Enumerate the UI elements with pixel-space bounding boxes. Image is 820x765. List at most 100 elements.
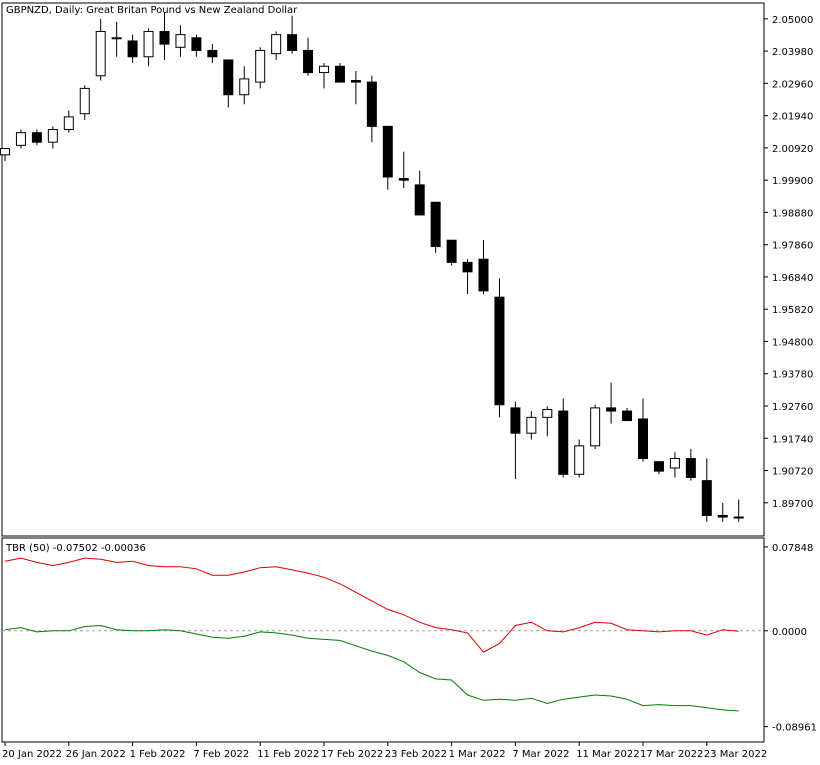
date-tick-label: 7 Feb 2022 <box>193 749 249 760</box>
candle <box>494 278 505 418</box>
price-tick-label: 1.93780 <box>772 370 813 381</box>
candle-body-bear <box>510 407 521 434</box>
candle <box>15 129 26 149</box>
price-tick-label: 2.01940 <box>772 112 813 123</box>
candle-body-bear <box>159 30 170 45</box>
candle <box>622 407 633 422</box>
candle-body-bear <box>414 184 425 216</box>
candle <box>669 452 680 478</box>
date-tick-label: 1 Mar 2022 <box>449 749 506 760</box>
candle <box>271 31 282 60</box>
candle-body-bear <box>494 296 505 406</box>
price-tick-label: 2.02960 <box>772 79 813 90</box>
date-tick-label: 11 Mar 2022 <box>576 749 639 760</box>
candle-body-bear <box>382 125 393 178</box>
candle <box>733 499 744 522</box>
candle <box>0 148 10 162</box>
candle-body-bull <box>542 408 553 418</box>
candle-body-bull <box>526 416 537 434</box>
price-tick-label: 1.94800 <box>772 337 813 348</box>
candle-body-bull <box>271 34 282 55</box>
indicator-title: TBR (50) -0.07502 -0.00036 <box>5 543 146 554</box>
candle-body-bear <box>701 480 712 516</box>
candle <box>542 406 553 437</box>
candle-body-bear <box>223 59 234 96</box>
candle-body-bull <box>590 407 601 447</box>
candle-body-bear <box>334 65 345 83</box>
candle-body-bull <box>319 65 329 74</box>
price-tick-label: 1.98880 <box>772 208 813 219</box>
date-tick-label: 11 Feb 2022 <box>257 749 319 760</box>
tbr-lower-line <box>4 624 739 712</box>
candle <box>590 404 601 450</box>
price-tick-label: 1.90720 <box>772 467 813 478</box>
candle-body-bull <box>79 87 90 115</box>
main-price-axis: 2.05000 2.03980 2.02960 2.01940 2.00920 1.999… <box>764 15 813 510</box>
candle-body-bull <box>95 30 106 77</box>
candle-body-bull <box>574 445 585 475</box>
candle <box>303 37 314 76</box>
candle <box>63 110 74 133</box>
candle-body-bull <box>175 34 186 48</box>
candle-body-bull <box>239 78 250 96</box>
candle-body-bull <box>111 37 122 40</box>
candle <box>526 411 537 440</box>
candle <box>31 129 42 146</box>
price-tick-label: 1.99900 <box>772 176 813 187</box>
candle-body-bear <box>398 178 409 181</box>
candle <box>79 85 90 121</box>
candle-body-bear <box>558 410 569 475</box>
candle <box>143 28 154 67</box>
candle-body-bull <box>63 116 74 131</box>
date-tick-label: 20 Jan 2022 <box>2 749 62 760</box>
date-tick-label: 23 Feb 2022 <box>385 749 447 760</box>
candle-body-bear <box>430 201 441 248</box>
candle-body-bear <box>462 261 473 273</box>
candle <box>207 44 218 64</box>
candle-body-bear <box>653 461 664 472</box>
candle <box>717 502 728 522</box>
price-tick-label: 2.00920 <box>772 144 813 155</box>
date-tick-label: 1 Feb 2022 <box>130 749 186 760</box>
candle <box>382 125 393 190</box>
candle-body-bull <box>143 30 154 58</box>
candle-body-bear <box>31 132 42 143</box>
candle <box>638 398 648 462</box>
date-axis: 20 Jan 2022 26 Jan 2022 1 Feb 2022 7 Feb 20… <box>2 742 767 760</box>
candle-body-bear <box>478 258 489 292</box>
candle <box>653 461 664 475</box>
candle <box>223 59 234 108</box>
candle <box>414 170 425 216</box>
candle-body-bear <box>207 49 218 58</box>
candles-layer <box>0 12 744 522</box>
date-tick-label: 26 Jan 2022 <box>66 749 126 760</box>
price-tick-label: 1.95820 <box>772 305 813 316</box>
tbr-layer <box>2 557 764 712</box>
price-tick-label: 1.91740 <box>772 434 813 445</box>
date-tick-label: 17 Mar 2022 <box>640 749 703 760</box>
candle <box>574 439 585 478</box>
candle <box>478 240 489 295</box>
date-tick-label: 7 Mar 2022 <box>512 749 569 760</box>
candle <box>606 382 617 424</box>
date-tick-label: 23 Mar 2022 <box>704 749 767 760</box>
candle <box>701 458 712 522</box>
indicator-axis: 0.07848 0.0000 -0.08961 <box>764 543 817 734</box>
candle <box>239 66 250 105</box>
candle-body-bull <box>15 132 26 146</box>
candle <box>47 126 58 149</box>
candle <box>191 34 202 57</box>
candle <box>95 18 106 81</box>
candle-body-bull <box>733 516 744 519</box>
candle-body-bear <box>127 40 138 58</box>
candle-body-bear <box>366 81 377 127</box>
candle-body-bear <box>638 418 648 460</box>
candle <box>175 25 186 57</box>
candle-body-bear <box>606 407 617 412</box>
main-pane-frame <box>1 2 765 537</box>
price-tick-label: 1.92760 <box>772 402 813 413</box>
date-tick-label: 17 Feb 2022 <box>321 749 383 760</box>
tbr-upper-line <box>4 557 739 653</box>
candle <box>366 75 377 143</box>
